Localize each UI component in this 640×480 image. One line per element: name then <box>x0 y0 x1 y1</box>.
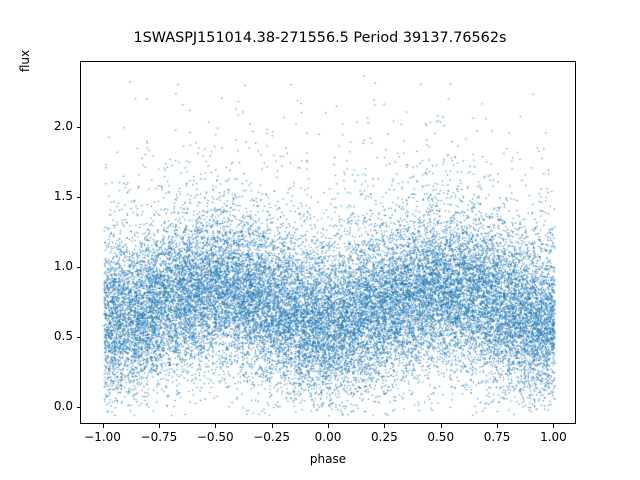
scatter-plot-canvas <box>81 62 575 423</box>
y-tick-mark <box>76 126 80 128</box>
x-tick-label: 0.50 <box>427 430 455 444</box>
y-tick-mark <box>76 337 80 339</box>
x-tick-label: 1.00 <box>540 430 567 444</box>
x-tick-mark <box>215 424 217 428</box>
x-tick-mark <box>553 424 555 428</box>
x-tick-mark <box>158 424 160 428</box>
x-axis-label: phase <box>309 452 347 466</box>
x-tick-label: −0.25 <box>253 430 291 444</box>
y-tick-label: 1.0 <box>53 259 73 274</box>
x-tick-label: −0.50 <box>196 430 234 444</box>
x-tick-mark <box>102 424 104 428</box>
chart-title: 1SWASPJ151014.38-271556.5 Period 39137.7… <box>133 30 507 46</box>
plot-axes-area <box>80 61 576 424</box>
x-tick-mark <box>440 424 442 428</box>
x-tick-mark <box>497 424 499 428</box>
x-tick-mark <box>384 424 386 428</box>
y-tick-mark <box>76 267 80 269</box>
y-tick-label: 2.0 <box>53 118 73 133</box>
y-tick-label: 0.0 <box>53 399 73 414</box>
y-tick-label: 0.5 <box>53 329 73 344</box>
x-tick-mark <box>271 424 273 428</box>
y-axis-label: flux <box>18 49 32 73</box>
x-tick-label: 0.25 <box>371 430 398 444</box>
x-tick-mark <box>328 424 329 428</box>
y-tick-mark <box>76 196 80 198</box>
x-tick-label: −0.75 <box>140 430 178 444</box>
x-tick-label: 0.75 <box>483 430 511 444</box>
y-tick-label: 1.5 <box>53 188 73 203</box>
x-tick-label: 0.00 <box>314 430 342 444</box>
x-tick-label: −1.00 <box>84 430 121 444</box>
y-tick-mark <box>76 407 80 409</box>
